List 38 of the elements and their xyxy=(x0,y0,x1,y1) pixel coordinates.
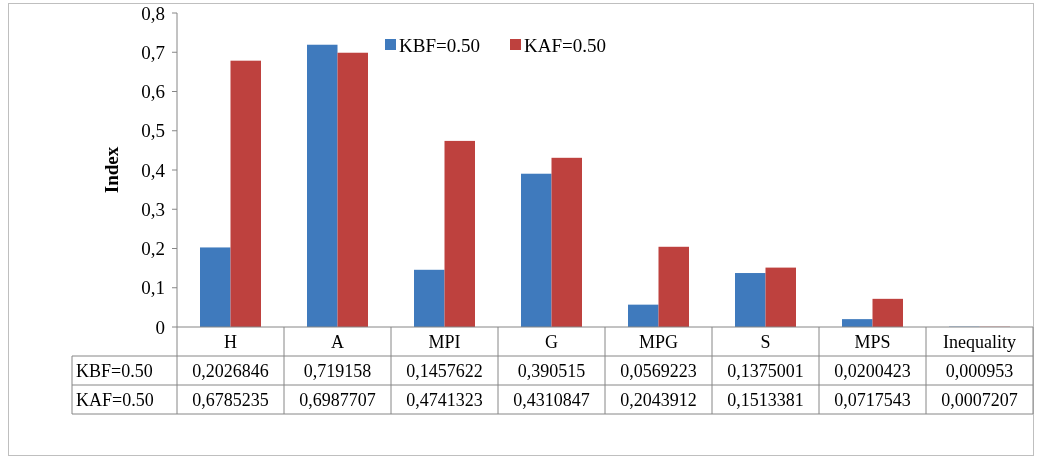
y-tick-label: 0,3 xyxy=(141,198,165,220)
text: KAF=0.50 xyxy=(76,389,154,410)
y-tick-label: 0,1 xyxy=(141,277,165,299)
data-label: 0,4310847 xyxy=(513,389,590,410)
data-label: 0,719158 xyxy=(303,360,372,381)
data-label: 0,390515 xyxy=(517,360,586,381)
data-label: 0,0569223 xyxy=(620,360,697,381)
data-label: 0,0007207 xyxy=(941,389,1018,410)
data-label: 0,6987707 xyxy=(299,389,376,410)
y-tick-label: 0,2 xyxy=(141,238,165,260)
y-tick-label: 0,7 xyxy=(141,41,165,63)
text: KBF=0.50 xyxy=(76,360,153,381)
x-tick-label: MPS xyxy=(854,331,891,352)
data-label: 0,6785235 xyxy=(192,389,269,410)
x-tick-label: MPI xyxy=(428,331,461,352)
data-label: 0,1513381 xyxy=(727,389,804,410)
x-tick-label: G xyxy=(545,331,558,352)
data-label: 0,0717543 xyxy=(834,389,911,410)
data-label: 0,000953 xyxy=(945,360,1014,381)
data-label: 0,1457622 xyxy=(406,360,483,381)
x-tick-label: H xyxy=(224,331,237,352)
x-tick-label: Inequality xyxy=(943,331,1016,352)
y-axis-title: Index xyxy=(101,146,122,194)
data-label: 0,0200423 xyxy=(834,360,911,381)
y-tick-label: 0,5 xyxy=(141,120,165,142)
x-tick-label: A xyxy=(331,331,344,352)
x-tick-label: S xyxy=(760,331,771,352)
data-label: 0,4741323 xyxy=(406,389,483,410)
data-label: 0,2026846 xyxy=(192,360,269,381)
x-tick-label: MPG xyxy=(638,331,679,352)
data-label: 0,1375001 xyxy=(727,360,804,381)
y-tick-label: 0,8 xyxy=(141,2,165,24)
y-tick-label: 0,6 xyxy=(141,81,165,103)
y-tick-label: 0,4 xyxy=(141,159,166,181)
legend-label: KAF=0.50 xyxy=(524,34,606,56)
y-tick-label: 0 xyxy=(155,316,165,338)
data-label: 0,2043912 xyxy=(620,389,697,410)
legend-label: KBF=0.50 xyxy=(399,34,480,56)
